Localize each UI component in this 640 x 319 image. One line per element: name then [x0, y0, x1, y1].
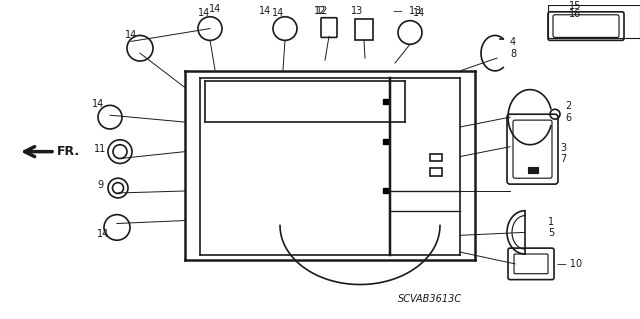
Text: 14: 14: [92, 99, 104, 109]
Text: 15: 15: [569, 1, 581, 11]
Text: 4
8: 4 8: [510, 37, 516, 59]
Text: SCVAB3613C: SCVAB3613C: [398, 294, 462, 304]
Text: 3
7: 3 7: [560, 143, 566, 164]
Text: 12: 12: [314, 6, 326, 16]
Text: 14: 14: [413, 8, 425, 18]
Text: FR.: FR.: [57, 145, 80, 158]
Bar: [383, 139, 388, 144]
Bar: [430, 168, 442, 176]
Text: 1
5: 1 5: [548, 217, 554, 238]
Text: 13: 13: [351, 6, 363, 16]
Text: 2
6: 2 6: [565, 101, 572, 123]
Text: 14: 14: [209, 4, 221, 14]
Text: 12: 12: [316, 6, 328, 16]
Text: 11: 11: [94, 144, 106, 154]
Text: 14: 14: [259, 6, 271, 16]
Text: — 10: — 10: [557, 259, 582, 269]
Text: —  13: — 13: [393, 6, 421, 16]
Text: 16: 16: [569, 9, 581, 19]
Bar: [383, 100, 388, 104]
Bar: [430, 153, 442, 161]
Text: 14: 14: [125, 30, 137, 41]
Text: 9: 9: [97, 180, 103, 190]
Bar: [383, 188, 388, 193]
Bar: [528, 167, 538, 173]
Text: 14: 14: [97, 229, 109, 239]
Text: 14: 14: [198, 8, 210, 18]
Bar: [355, 19, 373, 41]
Text: 14: 14: [272, 8, 284, 18]
